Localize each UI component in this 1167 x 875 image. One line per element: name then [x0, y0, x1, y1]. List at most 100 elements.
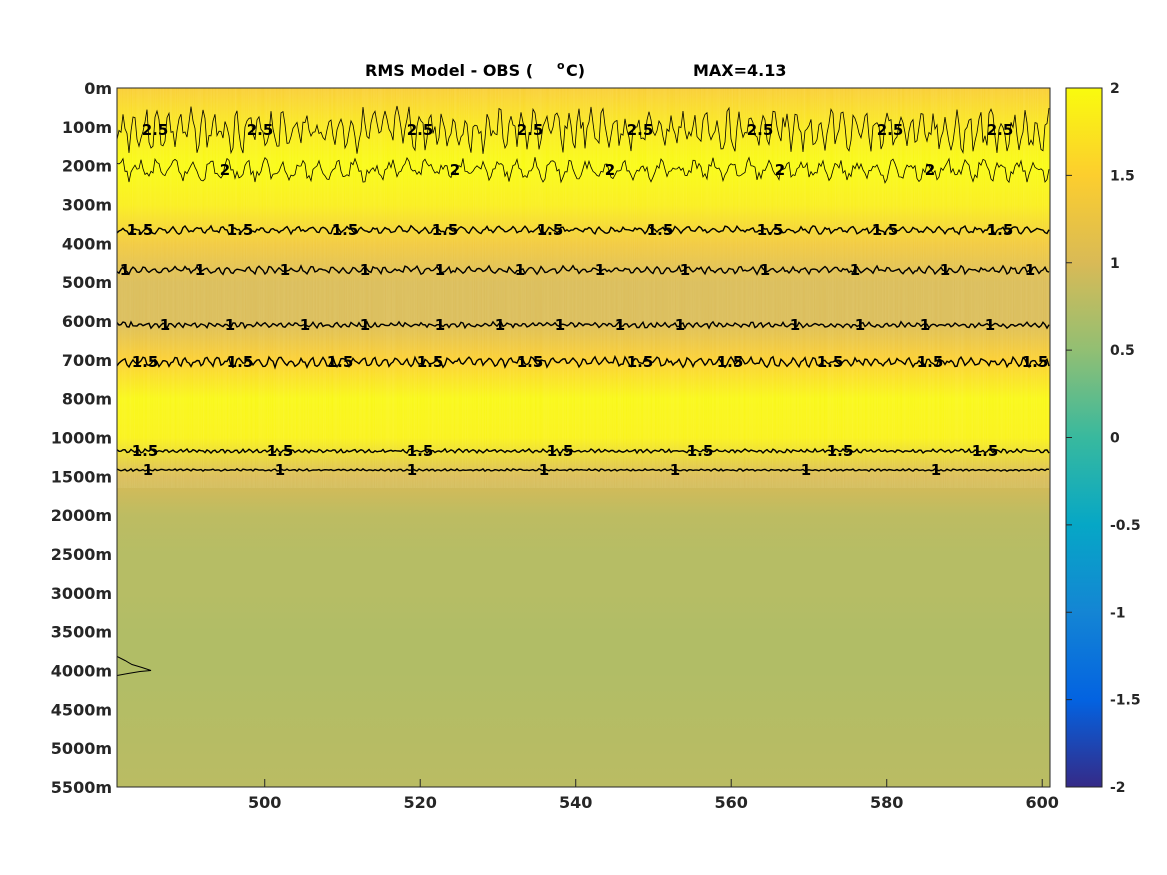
contour-label: 2.5	[987, 121, 1014, 139]
contour-label: 1.5	[132, 442, 159, 460]
contour-label: 1	[407, 461, 417, 479]
contour-line	[117, 264, 1050, 276]
y-tick-label: 4500m	[51, 700, 112, 719]
contour-label: 1.5	[227, 353, 254, 371]
y-tick-label: 2000m	[51, 506, 112, 525]
contour-label: 1.5	[987, 221, 1014, 239]
title-unit: C)	[566, 61, 585, 80]
contour-label: 1.5	[417, 353, 444, 371]
y-tick-label: 5000m	[51, 739, 112, 758]
contour-label: 1	[680, 261, 690, 279]
title-unit-superscript: o	[557, 59, 565, 72]
contour-label: 2.5	[627, 121, 654, 139]
contour-label: 1.5	[687, 442, 714, 460]
contour-label: 1	[160, 316, 170, 334]
contour-label: 2	[925, 161, 935, 179]
contour-label: 1	[555, 316, 565, 334]
colorbar-tick-label: -1	[1110, 605, 1126, 621]
y-tick-label: 700m	[62, 351, 112, 370]
contour-label: 1	[615, 316, 625, 334]
contour-label: 1	[595, 261, 605, 279]
contour-label: 1	[280, 261, 290, 279]
x-axis: 500 520 540 560 580 600	[248, 779, 1059, 812]
title-text: RMS Model - OBS (	[365, 61, 533, 80]
contour-label: 1	[675, 316, 685, 334]
y-tick-label: 0m	[84, 79, 112, 98]
y-tick-label: 200m	[62, 157, 112, 176]
contour-label: 1.5	[267, 442, 294, 460]
contour-label: 1	[143, 461, 153, 479]
contour-line	[117, 467, 1050, 473]
contour-label: 1	[850, 261, 860, 279]
chart-title: RMS Model - OBS ( o C) MAX=4.13	[365, 59, 787, 80]
contour-label: 1	[515, 261, 525, 279]
y-tick-label: 2500m	[51, 545, 112, 564]
colorbar-tick-label: 0.5	[1110, 343, 1135, 359]
contour-label: 2	[775, 161, 785, 179]
contour-label: 1	[300, 316, 310, 334]
contour-label: 1	[985, 316, 995, 334]
contour-label: 1.5	[547, 442, 574, 460]
contour-label: 1	[670, 461, 680, 479]
contour-label: 1.5	[327, 353, 354, 371]
contour-label: 1	[790, 316, 800, 334]
y-tick-label: 800m	[62, 390, 112, 409]
contour-label: 1	[855, 316, 865, 334]
contour-label: 2	[605, 161, 615, 179]
contour-label: 1.5	[647, 221, 674, 239]
contour-label: 1.5	[517, 353, 544, 371]
contour-label: 1	[760, 261, 770, 279]
y-tick-label: 1500m	[51, 467, 112, 486]
colorbar-tick-label: -2	[1110, 780, 1126, 796]
contour-label: 1.5	[227, 221, 254, 239]
contour-label: 1.5	[872, 221, 899, 239]
contour-label: 1.5	[132, 353, 159, 371]
y-tick-label: 100m	[62, 118, 112, 137]
contour-label: 2	[220, 161, 230, 179]
colorbar-ticks: 2 1.5 1 0.5 0 -0.5 -1 -1.5 -2	[1066, 81, 1141, 796]
contour-label: 1	[1025, 261, 1035, 279]
contour-label: 1.5	[817, 353, 844, 371]
contour-label: 2.5	[142, 121, 169, 139]
contour-line	[117, 354, 1050, 370]
contour-label: 1	[360, 316, 370, 334]
contour-label: 1	[495, 316, 505, 334]
contour-label: 1.5	[332, 221, 359, 239]
contour-label: 1	[275, 461, 285, 479]
contour-line	[117, 320, 1050, 330]
contour-label: 1.5	[717, 353, 744, 371]
contour-line	[117, 447, 1050, 455]
contour-label: 2	[450, 161, 460, 179]
contour-label: 1	[931, 461, 941, 479]
heatmap-plot-area: 2.5 2.5 2.5 2.5 2.5 2.5 2.5 2.5 2 2 2 2 2 1.5 1.5 1.5 1.…	[117, 88, 1050, 787]
colorbar-tick-label: 1.5	[1110, 168, 1135, 184]
y-tick-label: 600m	[62, 312, 112, 331]
contour-label: 1.5	[917, 353, 944, 371]
contour-line	[117, 156, 1050, 184]
contour-label: 1	[225, 316, 235, 334]
plot-frame	[116, 87, 1051, 788]
contour-label: 2.5	[407, 121, 434, 139]
contour-label: 1	[920, 316, 930, 334]
x-tick-label: 600	[1026, 793, 1059, 812]
colorbar-tick-label: 1	[1110, 256, 1120, 272]
colorbar-tick-label: -0.5	[1110, 518, 1141, 534]
y-tick-label: 4000m	[51, 662, 112, 681]
max-label: MAX=4.13	[693, 61, 787, 80]
contour-label: 1	[435, 261, 445, 279]
contour-label: 1.5	[432, 221, 459, 239]
colorbar-tick-label: -1.5	[1110, 693, 1141, 709]
contour-label: 1.5	[1022, 353, 1049, 371]
y-tick-label: 400m	[62, 234, 112, 253]
contour-label: 1	[539, 461, 549, 479]
y-tick-label: 300m	[62, 196, 112, 215]
contour-label: 1	[801, 461, 811, 479]
contour-label: 2.5	[747, 121, 774, 139]
heatmap-texture	[117, 88, 1050, 488]
contour-label: 2.5	[517, 121, 544, 139]
y-tick-label: 5500m	[51, 778, 112, 797]
x-tick-label: 500	[248, 793, 281, 812]
contour-label: 1.5	[407, 442, 434, 460]
y-tick-label: 3500m	[51, 623, 112, 642]
